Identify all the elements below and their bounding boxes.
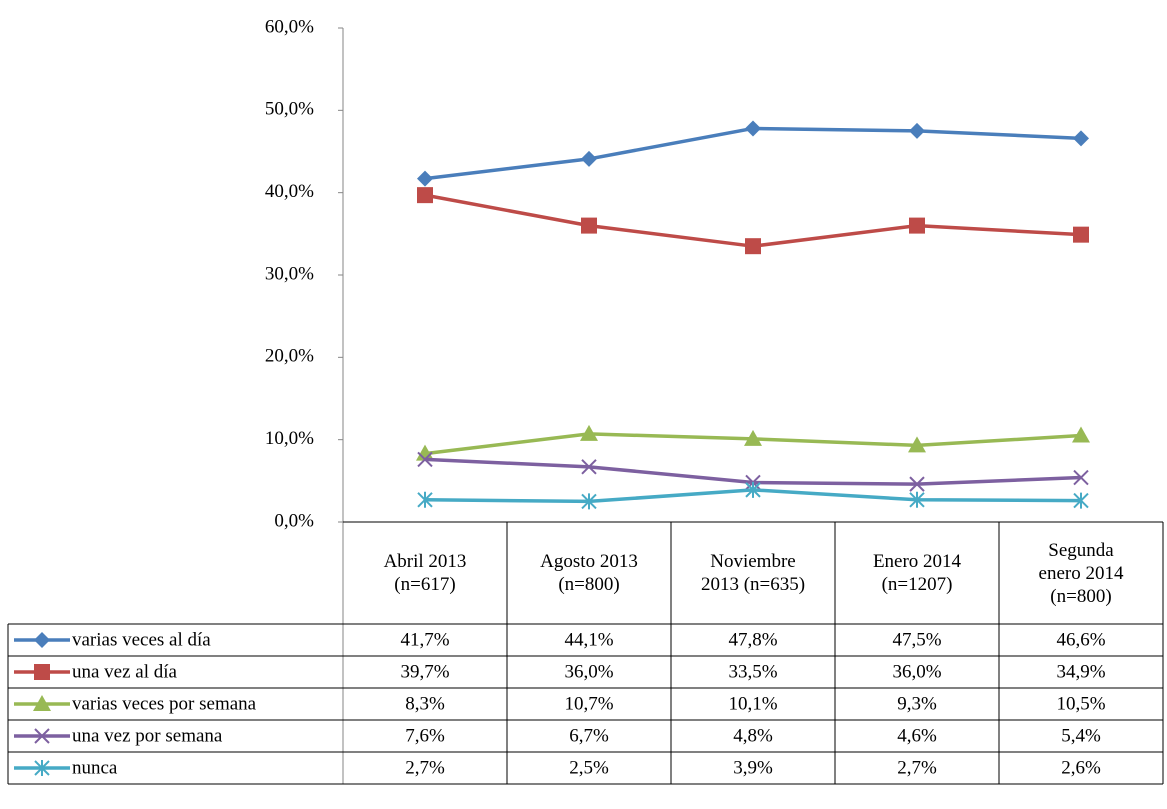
data-label: 36,0%	[892, 661, 941, 682]
marker	[417, 491, 433, 508]
y-tick-label: 50,0%	[265, 99, 314, 120]
legend-label: varias veces por semana	[72, 693, 257, 714]
marker	[909, 122, 925, 139]
marker	[1073, 226, 1089, 243]
data-label: 7,6%	[405, 725, 445, 746]
data-label: 39,7%	[400, 661, 449, 682]
marker	[417, 451, 433, 468]
marker	[744, 429, 762, 446]
marker	[581, 150, 597, 167]
data-label: 10,5%	[1056, 693, 1105, 714]
data-label: 2,7%	[897, 757, 937, 778]
data-label: 47,5%	[892, 629, 941, 650]
data-label: 47,8%	[728, 629, 777, 650]
y-tick-label: 60,0%	[265, 16, 314, 37]
marker	[909, 217, 925, 234]
data-label: 44,1%	[564, 629, 613, 650]
category-cell: Agosto 2013 (n=800)	[540, 551, 638, 595]
y-tick-label: 40,0%	[265, 181, 314, 202]
data-label: 46,6%	[1056, 629, 1105, 650]
y-tick-label: 20,0%	[265, 346, 314, 367]
legend-key-marker	[34, 760, 50, 776]
data-label: 10,1%	[728, 693, 777, 714]
marker	[416, 444, 434, 461]
data-label: 33,5%	[728, 661, 777, 682]
legend-key-marker	[34, 664, 50, 680]
marker	[581, 217, 597, 234]
marker	[1072, 426, 1090, 443]
marker	[745, 481, 761, 498]
legend-key-marker	[33, 695, 51, 711]
data-label: 6,7%	[569, 725, 609, 746]
y-tick-label: 10,0%	[265, 428, 314, 449]
y-tick-label: 30,0%	[265, 263, 314, 284]
data-label: 41,7%	[400, 629, 449, 650]
marker	[417, 187, 433, 204]
data-label: 8,3%	[405, 693, 445, 714]
data-label: 10,7%	[564, 693, 613, 714]
data-label: 4,6%	[897, 725, 937, 746]
x-tick-label: Abril 2013 (n=617)	[383, 551, 467, 595]
legend-label: una vez por semana	[72, 725, 223, 746]
category-cell: Enero 2014 (n=1207)	[872, 551, 962, 595]
marker	[417, 170, 433, 187]
data-label: 2,7%	[405, 757, 445, 778]
y-tick-label: 0,0%	[274, 510, 314, 531]
legend-key-marker	[34, 632, 50, 648]
x-tick-label: Noviembre 2013 (n=635)	[700, 551, 806, 595]
data-label: 3,9%	[733, 757, 773, 778]
marker	[909, 491, 925, 508]
data-label: 2,6%	[1061, 757, 1101, 778]
legend-label: una vez al día	[72, 661, 178, 682]
marker	[581, 459, 597, 475]
marker	[908, 436, 926, 453]
data-label: 5,4%	[1061, 725, 1101, 746]
x-tick-label: Enero 2014 (n=1207)	[872, 551, 962, 595]
data-label: 4,8%	[733, 725, 773, 746]
marker	[1073, 469, 1089, 486]
marker	[581, 493, 597, 510]
legend-label: varias veces al día	[72, 629, 211, 650]
category-cell: Segunda enero 2014 (n=800)	[1038, 539, 1124, 607]
marker	[1073, 492, 1089, 509]
legend-label: nunca	[72, 757, 118, 778]
data-label: 9,3%	[897, 693, 937, 714]
series-line	[424, 457, 1082, 486]
marker	[1073, 130, 1089, 147]
marker	[745, 120, 761, 137]
marker	[580, 424, 598, 441]
x-tick-label: Segunda enero 2014 (n=800)	[1038, 539, 1124, 607]
category-cell: Abril 2013 (n=617)	[383, 551, 467, 595]
x-tick-label: Agosto 2013 (n=800)	[540, 551, 638, 595]
legend-key-marker	[34, 728, 50, 744]
marker	[745, 238, 761, 255]
category-cell: Noviembre 2013 (n=635)	[700, 551, 806, 595]
marker	[909, 476, 925, 492]
data-label: 34,9%	[1056, 661, 1105, 682]
data-label: 36,0%	[564, 661, 613, 682]
data-label: 2,5%	[569, 757, 609, 778]
